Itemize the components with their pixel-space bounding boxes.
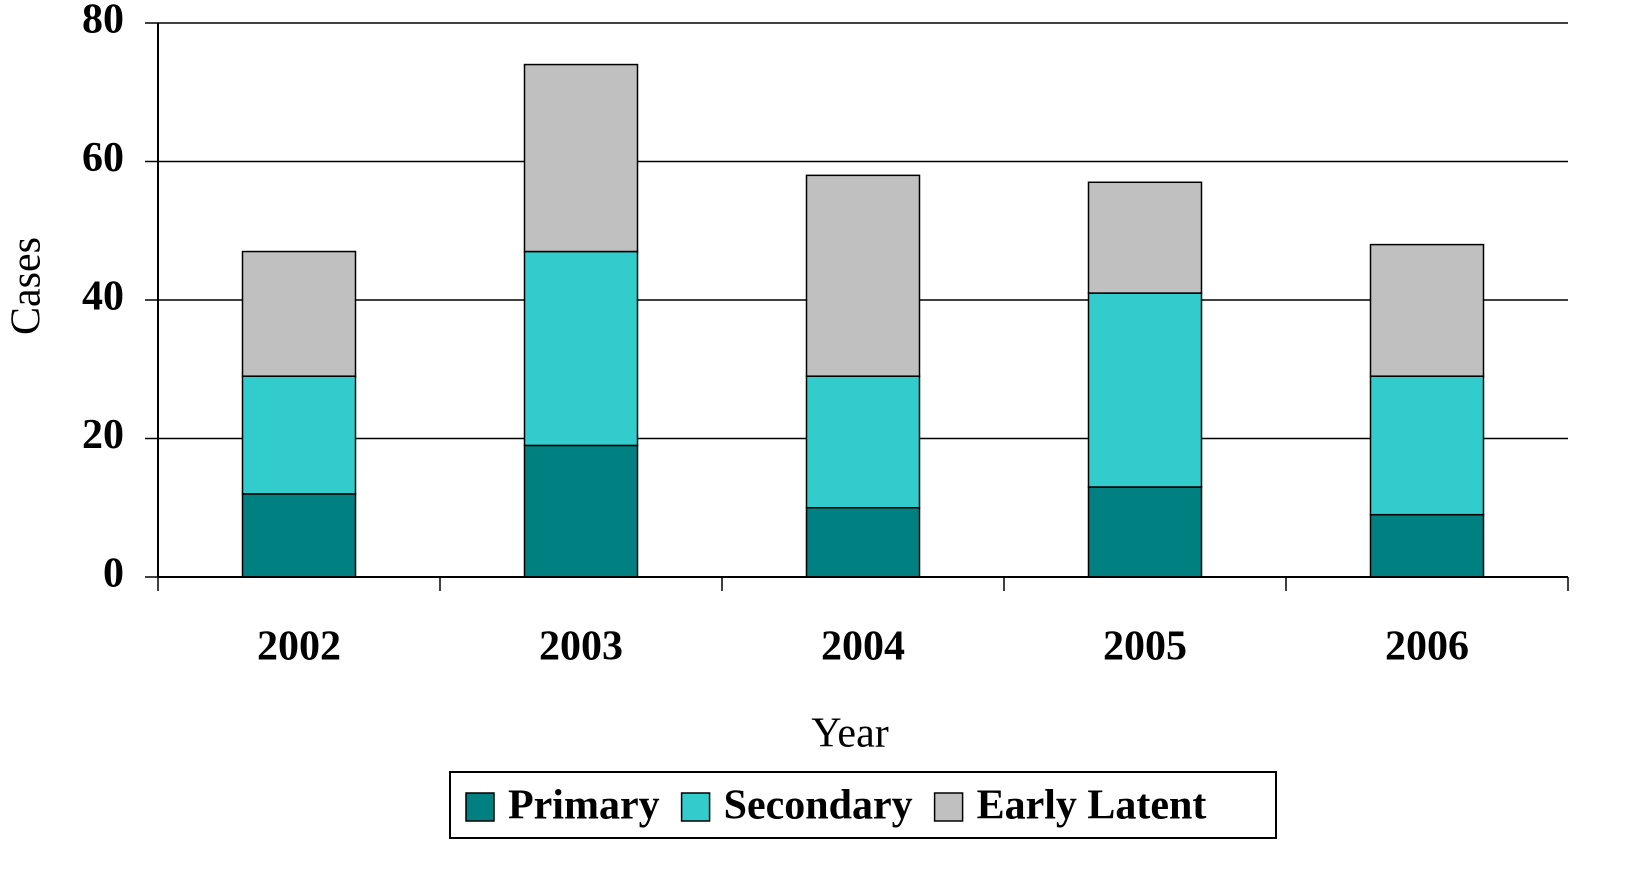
legend-swatch [680,792,711,822]
bar-segment [523,444,639,578]
bar-segment [523,63,639,253]
legend-swatch [933,792,964,822]
bar-segment [241,493,357,578]
legend-label: Secondary [724,783,913,829]
legend-box [449,771,1277,839]
bar-segment [805,507,921,578]
y-tick-label: 0 [103,551,124,597]
x-tick-label: 2002 [257,624,341,670]
bar-segment [241,375,357,495]
bar-segment [1087,292,1203,488]
legend-label: Primary [508,783,660,829]
y-tick-label: 60 [82,135,124,181]
bar-segment [241,250,357,377]
y-axis-title: Cases [4,237,50,335]
bar-segment [523,250,639,447]
x-axis-title: Year [811,711,888,757]
y-tick-label: 20 [82,412,124,458]
bar-segment [1087,486,1203,578]
bar-segment [1369,513,1485,578]
bar-segment [1369,243,1485,377]
x-tick-label: 2003 [539,624,623,670]
y-tick-label: 80 [82,0,124,43]
legend-swatch [465,792,495,822]
bar-segment [1087,181,1203,294]
bar-segment [805,375,921,509]
x-tick-label: 2006 [1385,624,1469,670]
x-tick-label: 2005 [1103,624,1187,670]
bar-segment [1369,375,1485,516]
x-tick-label: 2004 [821,624,905,670]
bar-segment [805,174,921,377]
y-tick-label: 40 [82,274,124,320]
legend-label: Early Latent [977,783,1207,829]
